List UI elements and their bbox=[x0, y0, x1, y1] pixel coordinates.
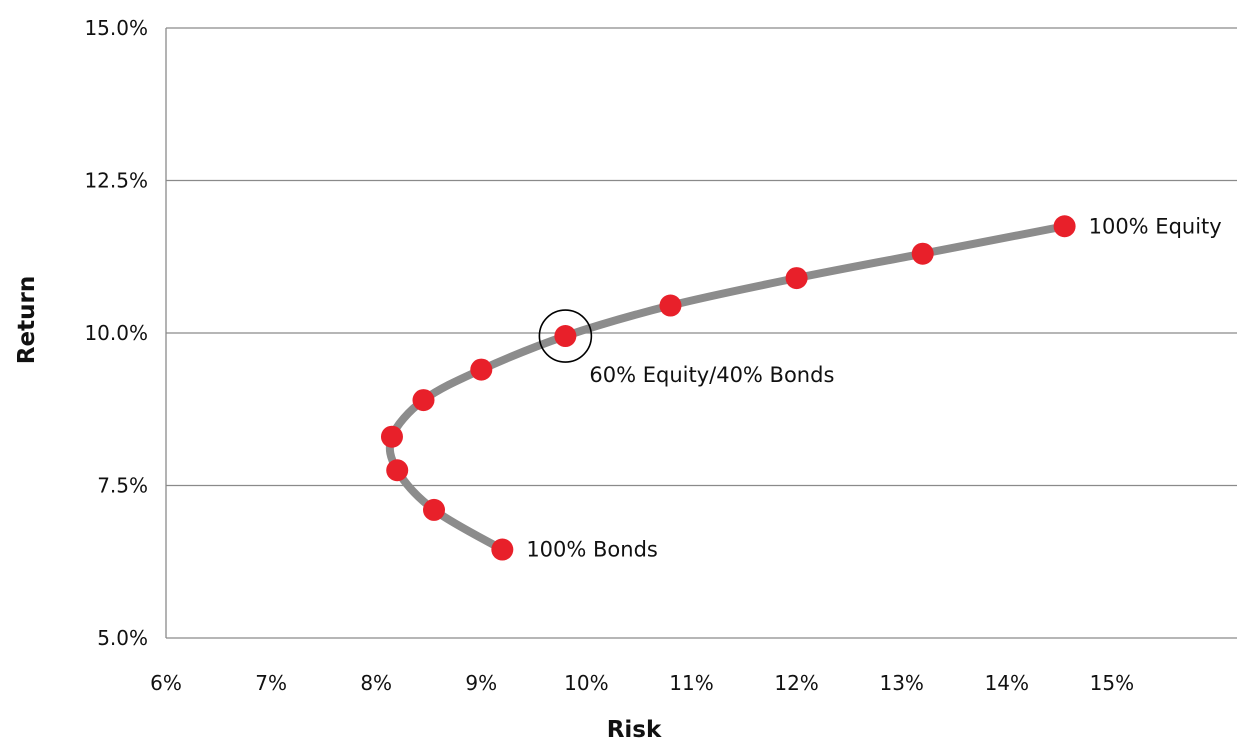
x-tick-label: 10% bbox=[564, 671, 608, 695]
x-tick-label: 14% bbox=[985, 671, 1029, 695]
data-point bbox=[386, 459, 409, 482]
y-tick-label: 7.5% bbox=[97, 474, 148, 498]
data-point bbox=[785, 267, 808, 290]
y-tick-label: 5.0% bbox=[97, 626, 148, 650]
annotations: 100% Bonds 60% Equity/40% Bonds 100% Equit… bbox=[526, 214, 1221, 561]
data-point bbox=[911, 242, 934, 265]
highlight-ring bbox=[538, 309, 593, 363]
frontier-curve bbox=[385, 222, 1069, 554]
y-axis-title: Return bbox=[14, 276, 40, 364]
data-point bbox=[423, 498, 446, 521]
y-tick-label: 12.5% bbox=[84, 169, 148, 193]
annotation-label: 100% Equity bbox=[1089, 214, 1222, 238]
x-tick-label: 12% bbox=[774, 671, 818, 695]
data-point bbox=[412, 389, 435, 412]
y-tick-label: 15.0% bbox=[84, 16, 148, 40]
x-tick-label: 11% bbox=[669, 671, 713, 695]
x-axis-ticks: 6% 7% 8% 9% 10% 11% 12% 13% 14% 15% bbox=[150, 671, 1134, 695]
data-point bbox=[659, 294, 682, 317]
x-tick-label: 6% bbox=[150, 671, 182, 695]
x-tick-label: 7% bbox=[255, 671, 287, 695]
x-tick-label: 9% bbox=[465, 671, 497, 695]
x-axis-title: Risk bbox=[607, 717, 662, 740]
x-tick-label: 8% bbox=[360, 671, 392, 695]
data-point bbox=[470, 358, 493, 381]
data-point bbox=[380, 425, 403, 448]
data-point bbox=[1053, 215, 1076, 238]
gridlines bbox=[165, 27, 1237, 639]
frontier-series bbox=[380, 215, 1076, 561]
annotation-label: 60% Equity/40% Bonds bbox=[589, 363, 834, 387]
data-point bbox=[491, 538, 514, 561]
annotation-label: 100% Bonds bbox=[526, 538, 658, 562]
y-axis-ticks: 5.0% 7.5% 10.0% 12.5% 15.0% bbox=[84, 16, 148, 650]
data-point bbox=[554, 325, 577, 348]
y-tick-label: 10.0% bbox=[84, 321, 148, 345]
x-tick-label: 15% bbox=[1090, 671, 1134, 695]
x-tick-label: 13% bbox=[879, 671, 923, 695]
